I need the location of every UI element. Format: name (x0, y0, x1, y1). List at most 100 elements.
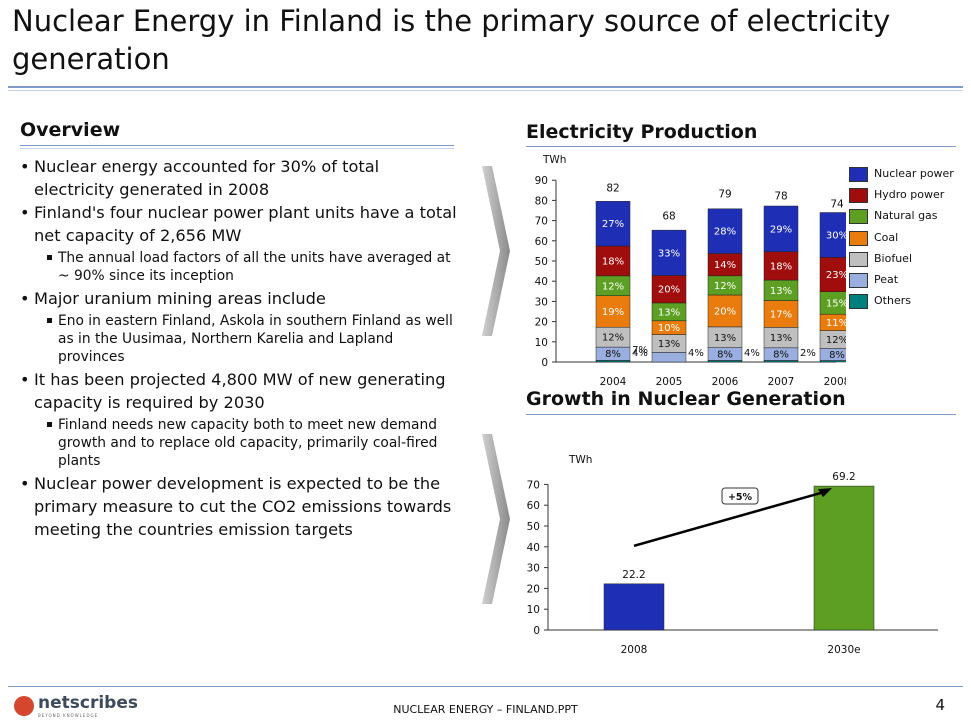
segment-label: 20% (714, 306, 736, 317)
bar-total-label: 79 (718, 188, 731, 200)
segment-label: 12% (826, 335, 846, 346)
segment-label: 33% (658, 248, 680, 259)
growth-annotation-box (721, 487, 759, 505)
segment-label: 14% (714, 260, 736, 271)
growth-heading: Growth in Nuclear Generation (526, 388, 846, 410)
slide-title: Nuclear Energy in Finland is the primary… (12, 4, 891, 76)
bullet-text: Finland needs new capacity both to meet … (58, 417, 438, 469)
y-tick-label: 70 (535, 216, 548, 228)
bar-total-label: 68 (662, 211, 675, 223)
bar-segment (651, 275, 687, 304)
bullet-square-icon (47, 422, 52, 427)
nuclear-growth-chart: TWh 0 10 20 30 40 50 60 70 22.2 2008 69.2 2030e +5% (527, 454, 938, 656)
y-tick-label: 50 (527, 521, 540, 533)
bar-segment (595, 295, 631, 328)
bar-segment (819, 212, 846, 258)
y-tick-label: 40 (527, 542, 540, 554)
title-divider-light (8, 90, 963, 91)
segment-label: 13% (658, 339, 680, 350)
bullet-square-icon (47, 318, 52, 323)
segment-label: 19% (602, 307, 624, 318)
legend-label: Peat (874, 273, 899, 286)
side-share-label: 4% (632, 348, 648, 359)
legend-swatch (849, 230, 868, 246)
bullet-text: Nuclear power development is expected to… (34, 474, 452, 539)
electricity-production-underline (526, 146, 956, 147)
legend-item: Nuclear power (849, 166, 971, 182)
bar-value-label: 69.2 (832, 471, 855, 483)
y-tick-label: 40 (535, 276, 548, 288)
growth-bar (813, 485, 875, 631)
electricity-production-chart: TWh 0 10 20 30 40 50 60 70 80 90 8% 12% 19% 12% 18% 27% 8… (535, 154, 846, 388)
bar-total-label: 82 (606, 182, 619, 194)
legend-label: Natural gas (874, 209, 938, 223)
legend-swatch (849, 251, 868, 267)
segment-label: 13% (714, 333, 736, 344)
y-tick-label: 60 (535, 236, 548, 248)
legend-item: Hydro power (849, 187, 971, 204)
bullet-dot-icon: • (20, 157, 30, 176)
bar-segment (651, 229, 687, 276)
overview-underline (20, 145, 454, 146)
bullet-text: Eno in eastern Finland, Askola in southe… (58, 313, 453, 365)
bullet-square-icon (47, 255, 52, 260)
side-share-label: 4% (688, 348, 704, 359)
segment-label: 27% (602, 219, 624, 230)
title-divider (8, 86, 963, 88)
legend-item: Coal (849, 230, 971, 246)
segment-label: 20% (658, 285, 680, 296)
x-tick-label: 2006 (712, 376, 739, 388)
segment-label: 8% (773, 350, 789, 361)
segment-label: 13% (770, 333, 792, 344)
bar-segment (763, 205, 799, 252)
bullet-text: The annual load factors of all the units… (58, 250, 451, 284)
y-tick-label: 0 (541, 357, 548, 369)
chart-unit-label: TWh (568, 454, 592, 466)
legend-item: Natural gas (849, 208, 971, 225)
legend-swatch (849, 188, 868, 204)
growth-trend-line (633, 490, 825, 548)
growth-underline (526, 414, 956, 415)
segment-label: 13% (658, 307, 680, 318)
legend-item: Others (849, 293, 971, 310)
bullet-text: It has been projected 4,800 MW of new ge… (34, 370, 446, 412)
bar-segment (595, 201, 631, 247)
growth-annotation-label: +5% (728, 492, 753, 503)
overview-underline-light (20, 148, 454, 149)
chevron-arrow-icon (482, 434, 510, 604)
segment-outside-label: 7% (632, 345, 648, 356)
bullet-text: Major uranium mining areas include (34, 289, 326, 308)
y-tick-label: 10 (535, 337, 548, 349)
bar-value-label: 22.2 (622, 569, 645, 581)
legend-swatch (849, 294, 868, 310)
bar-segment (707, 294, 743, 328)
y-tick-label: 60 (527, 500, 540, 512)
page-number: 4 (935, 696, 945, 714)
y-tick-label: 0 (533, 625, 540, 637)
segment-label: 18% (770, 261, 792, 272)
segment-label: 10% (658, 323, 680, 334)
legend-swatch (849, 209, 868, 225)
segment-label: 11% (826, 318, 846, 329)
bar-segment (595, 245, 631, 277)
electricity-production-heading: Electricity Production (526, 121, 758, 143)
bar-segment (819, 257, 846, 292)
side-share-label: 4% (744, 348, 760, 359)
legend-swatch (849, 273, 868, 288)
bullet-text: Nuclear energy accounted for 30% of tota… (34, 157, 380, 199)
bullet-dot-icon: • (20, 203, 30, 222)
legend-label: Biofuel (874, 251, 913, 265)
x-tick-label: 2005 (656, 376, 683, 388)
bullet-item: • Finland's four nuclear power plant unit… (20, 201, 460, 247)
segment-label: 13% (770, 286, 792, 297)
y-tick-label: 70 (527, 479, 540, 491)
segment-label: 8% (717, 350, 733, 361)
logo-tagline: BEYOND KNOWLEDGE (38, 713, 99, 718)
y-tick-label: 90 (535, 175, 548, 187)
legend-label: Nuclear power (874, 167, 954, 180)
segment-label: 23% (826, 270, 846, 281)
netscribes-logo: netscribes BEYOND KNOWLEDGE (14, 693, 138, 721)
bullet-dot-icon: • (20, 289, 30, 308)
sub-bullet-item: Finland needs new capacity both to meet … (20, 416, 460, 470)
y-tick-label: 10 (527, 604, 540, 616)
